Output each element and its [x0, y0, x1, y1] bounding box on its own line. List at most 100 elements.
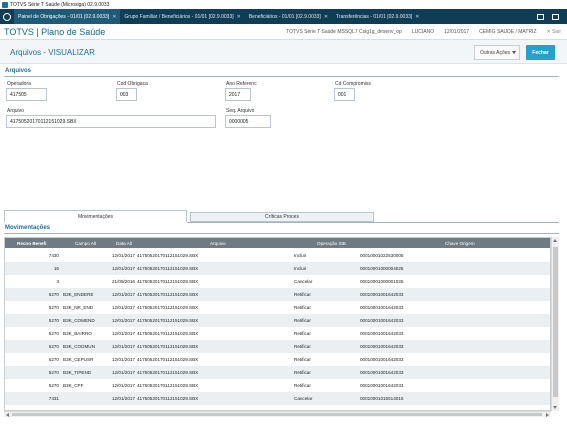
table-row[interactable]: 5270 B3K_COMEND 12/01/2017 4175052017011215… — [5, 314, 550, 327]
table-cell: 41750520170112151029.SBX — [137, 357, 199, 362]
tab-criticas-proces[interactable]: Críticas Proces — [190, 212, 374, 222]
scroll-left-icon[interactable] — [6, 413, 9, 417]
column-header-data-alt[interactable]: Data Alt — [116, 240, 133, 246]
close-icon[interactable]: ✕ — [112, 13, 117, 20]
vertical-scrollbar[interactable] — [551, 237, 559, 411]
table-cell: 41750520170112151029.SBX — [137, 253, 199, 258]
page-toolbar: Arquivos - VISUALIZAR — [0, 40, 567, 64]
close-icon[interactable]: ✕ — [415, 13, 420, 20]
arquivo-field[interactable]: 41750520170112151029.SBX — [6, 115, 216, 128]
table-cell: 00010001001642033 — [360, 331, 404, 336]
section-files-label: Arquivos — [5, 68, 32, 74]
column-header-recno[interactable]: Recno Benefi — [17, 240, 47, 246]
table-cell: 21/09/2016 — [112, 279, 135, 284]
table-cell: Retificar — [294, 370, 311, 375]
table-cell — [63, 249, 108, 262]
close-icon[interactable]: ✕ — [236, 13, 241, 20]
table-cell: 00010001000004025 — [360, 266, 404, 271]
tab-painel-obrigacoes[interactable]: Painel de Obrigações - 01/01 [02.9.0033]… — [14, 9, 121, 24]
seq-arquivo-value: 0000005 — [229, 118, 249, 125]
table-cell: 12/01/2017 — [112, 370, 135, 375]
close-button[interactable]: Fechar — [526, 45, 555, 60]
other-actions-button[interactable]: Outras Ações — [474, 45, 520, 60]
table-cell: Retificar — [294, 318, 311, 323]
table-row[interactable]: 3 21/09/2016 41750520170112151029.SBX Cance… — [5, 275, 550, 288]
table-cell: B3K_TIPEND — [63, 370, 92, 375]
table-row[interactable]: 5270 B3K_NR_END 12/01/2017 4175052017011215… — [5, 301, 550, 314]
table-cell: B3K_COMEND — [63, 318, 95, 323]
table-cell: B3K_CODMUN — [63, 344, 95, 349]
table-cell: 00010001001642033 — [360, 344, 404, 349]
ano-referencia-field[interactable]: 2017 — [225, 88, 251, 101]
scroll-thumb[interactable] — [553, 247, 558, 397]
table-cell: 00010001001642033 — [360, 292, 404, 297]
arquivo-label: Arquivo — [7, 108, 24, 114]
cd-compromisso-field[interactable]: 001 — [334, 88, 355, 101]
table-cell — [63, 262, 108, 275]
table-cell: 3 — [56, 279, 59, 284]
scroll-right-icon[interactable] — [546, 413, 549, 417]
operadora-label: Operadora — [7, 81, 31, 87]
table-cell: Incluir — [294, 253, 307, 258]
table-cell: 7430 — [48, 253, 59, 258]
seq-arquivo-field[interactable]: 0000005 — [225, 115, 271, 128]
table-cell: 00010001015514016 — [360, 396, 404, 401]
table-cell: 00010001001642033 — [360, 370, 404, 375]
table-cell: B3K_ENDERE — [63, 292, 94, 297]
app-logo-icon — [2, 1, 8, 8]
table-cell: Retificar — [294, 305, 311, 310]
table-row[interactable]: 5270 B3K_ENDERE 12/01/2017 4175052017011215… — [5, 288, 550, 301]
scroll-down-icon[interactable] — [553, 406, 557, 409]
table-cell: 41750520170112151029.SBX — [137, 383, 199, 388]
page-title: Arquivos - VISUALIZAR — [10, 48, 95, 57]
table-row[interactable]: 5270 B3K_CPF 12/01/2017 4175052017011215102… — [5, 379, 550, 392]
tab-movimentacoes[interactable]: Movimentações — [4, 210, 187, 222]
table-cell: Retificar — [294, 331, 311, 336]
app-header: TOTVS | Plano de Saúde TOTVS Série T Saú… — [0, 24, 567, 40]
cd-compromisso-value: 001 — [338, 91, 347, 98]
exit-button[interactable]: ✕ Sair — [546, 28, 561, 35]
column-header-campo-alt[interactable]: Campo Alt — [75, 240, 97, 246]
mail-icon[interactable] — [537, 13, 544, 20]
table-cell: 5270 — [48, 357, 59, 362]
table-row[interactable]: 7431 12/01/2017 41750520170112151029.SBX Ca… — [5, 392, 550, 405]
scroll-up-icon[interactable] — [553, 239, 557, 242]
tab-beneficiarios[interactable]: Beneficiários - 01/01 [02.9.0033] ✕ — [245, 9, 332, 24]
column-header-operacao-sib[interactable]: Operação SIB — [317, 240, 346, 246]
home-button[interactable] — [0, 9, 14, 24]
cod-obrigacao-field[interactable]: 003 — [116, 88, 137, 101]
arquivo-value: 41750520170112151029.SBX — [10, 118, 77, 125]
operadora-field[interactable]: 417505 — [6, 88, 47, 101]
horizontal-scrollbar[interactable] — [4, 411, 551, 417]
table-cell: 16 — [53, 266, 59, 271]
column-header-arquivo[interactable]: Arquivo — [210, 240, 226, 246]
table-cell: 00010001001642033 — [360, 318, 404, 323]
table-row[interactable]: 5270 B3K_CODMUN 12/01/2017 4175052017011215… — [5, 340, 550, 353]
table-row[interactable]: 16 12/01/2017 41750520170112151029.SBX Incl… — [5, 262, 550, 275]
table-row[interactable]: 5270 B3K_BAIRRO 12/01/2017 4175052017011215… — [5, 327, 550, 340]
table-cell: B3K_NR_END — [63, 305, 94, 310]
table-cell: 12/01/2017 — [112, 396, 135, 401]
table-cell: 41750520170112151029.SBX — [137, 318, 199, 323]
tab-grupo-familiar[interactable]: Grupo Familiar / Beneficiários - 01/01 [… — [120, 9, 244, 24]
table-cell: 41750520170112151029.SBX — [137, 292, 199, 297]
tab-transferencias[interactable]: Transferências - 01/01 [02.9.0033] ✕ — [332, 9, 423, 24]
scroll-thumb[interactable] — [12, 413, 542, 416]
table-row[interactable]: 5270 B3K_CEPUSR 12/01/2017 4175052017011215… — [5, 353, 550, 366]
grid-header: Recno Benefi Campo Alt Data Alt Arquivo … — [5, 238, 550, 248]
table-cell: 00010001001642033 — [360, 357, 404, 362]
table-cell: Incluir — [294, 266, 307, 271]
close-icon[interactable]: ✕ — [323, 13, 329, 20]
table-cell: Retificar — [294, 383, 311, 388]
column-header-chave-origem[interactable]: Chave Origem — [445, 240, 475, 246]
table-cell: 41750520170112151029.SBX — [137, 279, 199, 284]
table-cell: Retificar — [294, 292, 311, 297]
movements-grid: Recno Benefi Campo Alt Data Alt Arquivo … — [4, 237, 551, 411]
table-cell: 12/01/2017 — [112, 305, 135, 310]
window-icon[interactable] — [552, 13, 559, 20]
tab-bar: Painel de Obrigações - 01/01 [02.9.0033]… — [0, 9, 567, 24]
product-info: TOTVS Série T Saúde MSSQL7 Csig1g_desenv… — [286, 28, 402, 35]
table-row[interactable]: 7430 12/01/2017 41750520170112151029.SBX In… — [5, 249, 550, 262]
table-row[interactable]: 5270 B3K_TIPEND 12/01/2017 4175052017011215… — [5, 366, 550, 379]
tab-label: Beneficiários - 01/01 [02.9.0033] — [248, 13, 321, 20]
